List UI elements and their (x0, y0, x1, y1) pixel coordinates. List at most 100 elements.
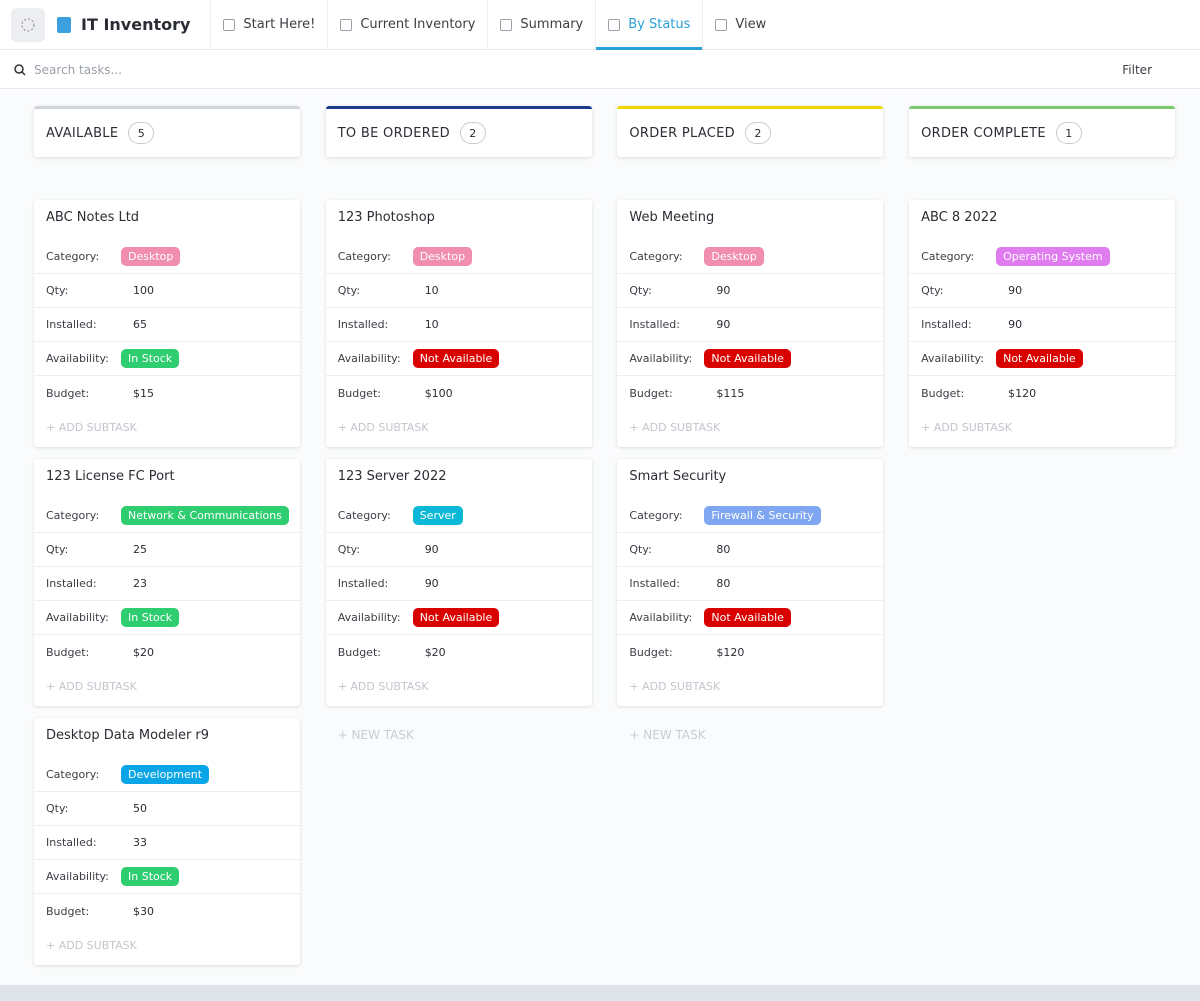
card-title[interactable]: 123 Server 2022 (337, 469, 447, 484)
field-tag[interactable]: Not Available (412, 349, 500, 368)
field-value: 90 (1008, 318, 1023, 331)
field-label: Installed: (46, 318, 97, 331)
field-label: Category: (337, 509, 391, 522)
field-row: Category: Desktop (617, 240, 884, 274)
field-label: Category: (921, 250, 975, 263)
field-row: Installed: 10 (325, 308, 592, 342)
field-row: Qty: 90 (617, 274, 884, 308)
card-title[interactable]: Web Meeting (629, 210, 715, 225)
field-row: Qty: 90 (909, 274, 1176, 308)
field-row: Availability: Not Available (325, 342, 592, 376)
column-name: ORDER COMPLETE (921, 125, 1046, 141)
task-card[interactable]: 123 Photoshop Category: Desktop Qty: 10 Insta… (325, 200, 592, 447)
field-value: $115 (716, 386, 745, 400)
column-count: 5 (128, 122, 155, 144)
view-tab[interactable]: Current Inventory (327, 0, 487, 50)
field-label: Installed: (921, 318, 972, 331)
list-title: IT Inventory (57, 15, 190, 34)
field-row: Installed: 33 (34, 826, 300, 860)
task-card[interactable]: Smart Security Category: Firewall & Securi… (617, 459, 884, 706)
card-title[interactable]: 123 License FC Port (46, 469, 175, 484)
new-task[interactable]: + NEW TASK (337, 728, 414, 742)
tab-label: Summary (520, 17, 584, 32)
field-tag[interactable]: Server (412, 506, 463, 525)
field-label: Availability: (46, 611, 109, 624)
search-input[interactable]: Search tasks... (34, 62, 122, 77)
field-value: 100 (133, 284, 154, 297)
card-title[interactable]: Desktop Data Modeler r9 (46, 728, 210, 743)
field-row: Availability: In Stock (34, 601, 300, 635)
field-row: Category: Network & Communications (34, 499, 300, 533)
top-bar: IT Inventory Start Here! Current Inventor… (0, 0, 1200, 50)
field-row: Category: Desktop (34, 240, 300, 274)
field-row: Qty: 50 (34, 792, 300, 826)
column-name: ORDER PLACED (629, 125, 735, 141)
field-tag[interactable]: Not Available (412, 608, 500, 627)
card-title[interactable]: Smart Security (629, 469, 727, 484)
sidebar-toggle[interactable] (11, 7, 45, 42)
search-icon (14, 63, 26, 76)
field-label: Qty: (337, 284, 361, 297)
field-row: Budget: $20 (326, 635, 592, 669)
field-tag[interactable]: In Stock (121, 349, 180, 368)
tab-icon (500, 18, 513, 31)
field-row: Category: Server (325, 499, 592, 533)
field-tag[interactable]: Desktop (121, 247, 181, 266)
view-tab[interactable]: Start Here! (210, 0, 327, 50)
field-label: Availability: (46, 352, 109, 365)
field-label: Qty: (337, 543, 361, 556)
task-card[interactable]: ABC 8 2022 Category: Operating System Qty: 9… (909, 200, 1176, 447)
field-tag[interactable]: Operating System (996, 247, 1110, 266)
field-tag[interactable]: Firewall & Security (704, 506, 821, 525)
add-subtask[interactable]: + ADD SUBTASK (337, 420, 429, 434)
add-subtask[interactable]: + ADD SUBTASK (46, 679, 137, 693)
task-card[interactable]: Web Meeting Category: Desktop Qty: 90 Install… (617, 200, 884, 447)
card-title[interactable]: ABC Notes Ltd (46, 210, 140, 225)
field-tag[interactable]: Desktop (704, 247, 764, 266)
view-tab[interactable]: Summary (487, 0, 595, 50)
view-tab[interactable]: By Status (595, 0, 703, 50)
add-subtask[interactable]: + ADD SUBTASK (46, 420, 137, 434)
field-tag[interactable]: In Stock (121, 608, 180, 627)
field-tag[interactable]: Not Available (704, 608, 791, 627)
view-tab[interactable]: View (702, 0, 778, 50)
task-card[interactable]: 123 Server 2022 Category: Server Qty: 90 Inst… (325, 459, 592, 706)
field-value: $120 (1008, 386, 1037, 400)
field-row: Category: Firewall & Security (617, 499, 884, 533)
add-subtask[interactable]: + ADD SUBTASK (629, 679, 721, 693)
field-label: Availability: (629, 611, 693, 624)
field-value: 90 (716, 284, 731, 297)
task-card[interactable]: Desktop Data Modeler r9 Category: Developm… (34, 718, 300, 965)
add-subtask[interactable]: + ADD SUBTASK (921, 420, 1012, 434)
field-label: Qty: (46, 802, 69, 815)
task-card[interactable]: 123 License FC Port Category: Network & Co… (34, 459, 300, 706)
field-tag[interactable]: Not Available (704, 349, 791, 368)
field-tag[interactable]: Desktop (412, 247, 473, 266)
field-tag[interactable]: Development (121, 765, 210, 784)
column-header: ORDER PLACED 2 (617, 106, 884, 157)
card-title[interactable]: 123 Photoshop (337, 210, 435, 225)
add-subtask[interactable]: + ADD SUBTASK (46, 938, 137, 952)
status-column: AVAILABLE 5 ABC Notes Ltd Category: Desktop Q… (34, 106, 300, 965)
field-tag[interactable]: Not Available (996, 349, 1083, 368)
field-label: Category: (46, 250, 100, 263)
add-subtask[interactable]: + ADD SUBTASK (629, 420, 721, 434)
field-row: Qty: 80 (617, 533, 884, 567)
field-row: Qty: 90 (325, 533, 592, 567)
card-title[interactable]: ABC 8 2022 (921, 210, 998, 225)
field-label: Category: (629, 250, 683, 263)
field-tag[interactable]: Network & Communications (121, 506, 289, 525)
field-value: 10 (424, 318, 439, 331)
field-label: Qty: (629, 543, 652, 556)
field-tag[interactable]: In Stock (121, 867, 180, 886)
field-row: Installed: 80 (617, 567, 884, 601)
task-card[interactable]: ABC Notes Ltd Category: Desktop Qty: 100 Inst… (34, 200, 300, 447)
add-subtask[interactable]: + ADD SUBTASK (337, 679, 429, 693)
field-row: Availability: In Stock (34, 342, 300, 376)
filter-button[interactable]: Filter (1122, 62, 1152, 77)
field-row: Category: Desktop (325, 240, 592, 274)
field-value: $100 (424, 386, 453, 400)
new-task[interactable]: + NEW TASK (629, 728, 706, 742)
column-count: 2 (745, 122, 771, 144)
column-header: ORDER COMPLETE 1 (909, 106, 1176, 157)
